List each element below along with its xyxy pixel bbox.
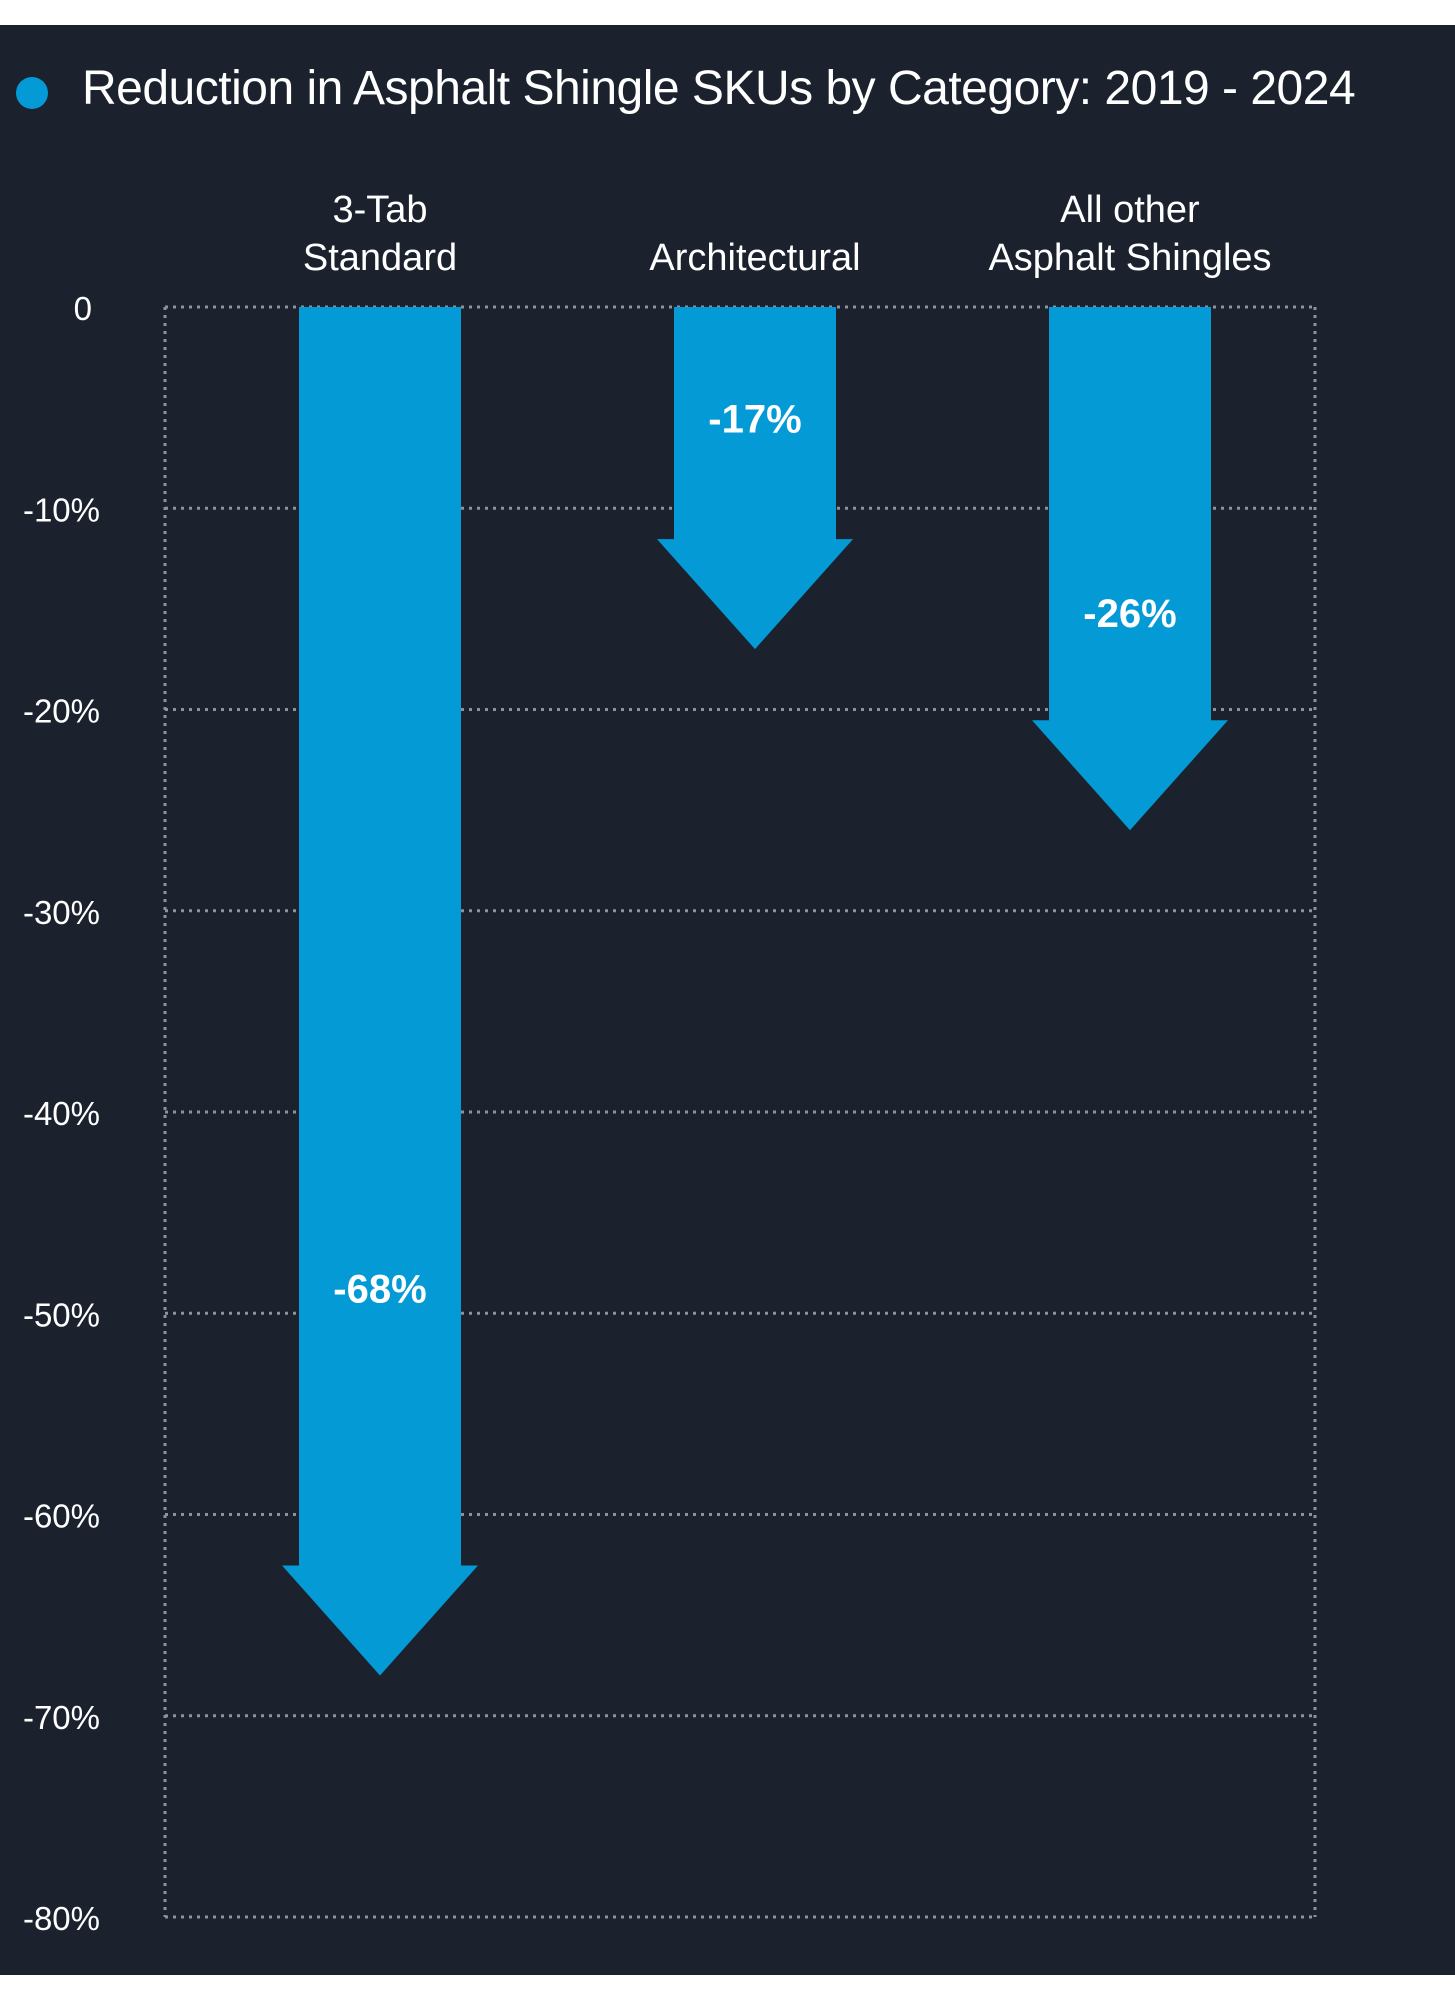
y-tick-label-4: -40%: [23, 1095, 100, 1132]
y-tick-label-3: -30%: [23, 894, 100, 931]
data-label-0: -68%: [333, 1268, 426, 1312]
chart-title: Reduction in Asphalt Shingle SKUs by Cat…: [82, 62, 1356, 115]
legend-marker-dot: [16, 77, 48, 109]
y-tick-label-1: -10%: [23, 491, 100, 528]
category-label-0-line-1: Standard: [303, 237, 457, 279]
data-label-2: -26%: [1083, 592, 1176, 636]
y-tick-label-5: -50%: [23, 1296, 100, 1333]
category-label-2-line-0: All other: [1060, 189, 1200, 231]
arrow-bar-1: [657, 307, 853, 650]
arrow-bar-2: [1032, 307, 1228, 831]
data-label-1: -17%: [708, 397, 801, 441]
category-label-0-line-0: 3-Tab: [332, 189, 427, 231]
y-tick-label-7: -70%: [23, 1699, 100, 1736]
y-tick-label-2: -20%: [23, 693, 100, 730]
category-label-1-line-0: Architectural: [649, 237, 860, 279]
y-tick-label-6: -60%: [23, 1498, 100, 1535]
arrow-bar-0: [282, 307, 478, 1676]
category-label-2-line-1: Asphalt Shingles: [988, 237, 1271, 279]
y-tick-label-0: 0: [74, 290, 92, 327]
y-tick-label-8: -80%: [23, 1900, 100, 1937]
